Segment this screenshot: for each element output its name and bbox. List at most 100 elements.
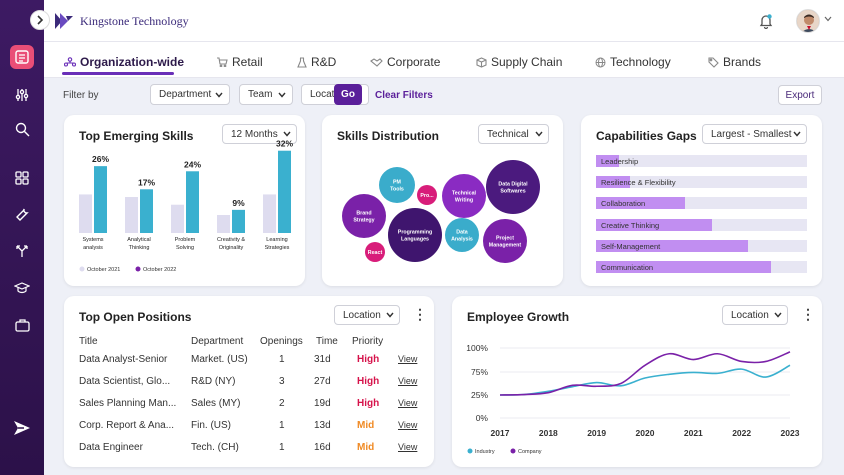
skill-type-dropdown[interactable]: Technical [478, 124, 549, 144]
tab-brands[interactable]: Brands [708, 55, 761, 69]
bar-2021[interactable] [217, 215, 230, 233]
bar-2021[interactable] [79, 194, 92, 233]
view-link[interactable]: View [398, 376, 418, 386]
bar-2022[interactable] [94, 166, 107, 233]
user-avatar[interactable] [796, 9, 820, 33]
skill-bubble[interactable] [445, 218, 479, 252]
skill-bubble[interactable] [486, 160, 540, 214]
sidebar-toggle-button[interactable] [30, 10, 50, 30]
active-tab-indicator [62, 72, 174, 75]
skill-bubble[interactable] [379, 167, 415, 203]
wrench-icon[interactable] [10, 202, 34, 226]
series-line-company[interactable] [499, 351, 791, 396]
positions-location-dropdown[interactable]: Location [334, 305, 400, 325]
graduation-cap-icon[interactable] [10, 276, 34, 300]
sort-dropdown[interactable]: Largest - Smallest [702, 124, 807, 144]
go-button[interactable]: Go [334, 84, 362, 105]
bubble-label: Data [456, 230, 468, 236]
skill-bubble[interactable] [483, 219, 527, 263]
legend-swatch-company [510, 448, 516, 454]
gap-bar[interactable]: Leadership [596, 155, 807, 167]
chevron-down-icon [774, 312, 782, 318]
view-link[interactable]: View [398, 442, 418, 452]
cell-time: 27d [314, 376, 331, 387]
view-link[interactable]: View [398, 354, 418, 364]
tab-corporate[interactable]: Corporate [370, 55, 440, 69]
team-dropdown[interactable]: Team [239, 84, 293, 105]
sliders-icon[interactable] [10, 83, 34, 107]
gap-bar[interactable]: Collaboration [596, 197, 807, 209]
bar-2021[interactable] [263, 194, 276, 233]
skill-bubble[interactable] [365, 242, 385, 262]
sidebar [0, 0, 44, 475]
bubble-label: Languages [401, 237, 429, 243]
series-line-industry[interactable] [499, 364, 791, 396]
department-dropdown[interactable]: Department [150, 84, 230, 105]
top-emerging-skills-card: Top Emerging Skills 12 Months 26% Systems… [64, 115, 305, 286]
flask-icon [297, 56, 307, 68]
legend-label: October 2022 [143, 267, 176, 273]
cell-openings: 1 [279, 354, 285, 365]
gap-bar[interactable]: Communication [596, 261, 807, 273]
logo-icon [55, 13, 73, 29]
bubble-label: React [368, 250, 383, 256]
column-header: Openings [260, 336, 303, 347]
column-header: Title [79, 336, 98, 347]
category-label: Originality [219, 245, 244, 251]
search-icon[interactable] [10, 117, 34, 141]
emerging-skills-chart: 26% Systems analysis 17% Analytical Thinking 2… [79, 139, 293, 273]
category-label: Creativity & [217, 237, 245, 243]
column-header: Time [316, 336, 338, 347]
brand-logo[interactable]: Kingstone Technology [54, 12, 189, 30]
tab-supply-chain[interactable]: Supply Chain [476, 55, 562, 69]
chevron-down-icon [283, 131, 291, 137]
bubble-label: Softwares [500, 189, 525, 195]
tab-technology[interactable]: Technology [595, 55, 671, 69]
chevron-down-icon[interactable] [824, 14, 832, 24]
cell-time: 13d [314, 420, 331, 431]
more-options-icon[interactable]: ⋮ [413, 306, 427, 322]
bar-2022[interactable] [186, 171, 199, 233]
cell-openings: 1 [279, 420, 285, 431]
growth-location-dropdown[interactable]: Location [722, 305, 788, 325]
data-label: 17% [138, 177, 155, 187]
gap-bar[interactable]: Resilience & Flexibility [596, 176, 807, 188]
gap-bar[interactable]: Creative Thinking [596, 219, 807, 231]
bar-2022[interactable] [140, 189, 153, 233]
bubble-label: Brand [356, 211, 371, 217]
tab-retail[interactable]: Retail [216, 55, 263, 69]
skill-bubble[interactable] [342, 194, 386, 238]
more-options-icon[interactable]: ⋮ [801, 306, 815, 322]
grid-icon[interactable] [10, 166, 34, 190]
bar-2021[interactable] [171, 204, 184, 233]
department-value: Department [159, 89, 212, 100]
bubble-label: Management [489, 243, 522, 249]
tab-label: Brands [723, 55, 762, 69]
clear-filters-link[interactable]: Clear Filters [375, 90, 433, 101]
bar-2021[interactable] [125, 197, 138, 233]
legend-swatch-2021 [79, 266, 85, 272]
skill-bubble[interactable] [388, 208, 442, 262]
bubble-label: Pro... [420, 193, 434, 199]
priority-badge: High [357, 354, 380, 365]
x-tick-label: 2020 [636, 428, 655, 438]
view-link[interactable]: View [398, 398, 418, 408]
split-icon[interactable] [10, 239, 34, 263]
bar-2022[interactable] [278, 150, 291, 233]
gap-bar-fill [596, 219, 713, 231]
skill-bubble[interactable] [417, 185, 437, 205]
dashboard-icon[interactable] [10, 45, 34, 69]
export-button[interactable]: Export [778, 85, 822, 105]
view-link[interactable]: View [398, 420, 418, 430]
tab-organization-wide[interactable]: Organization-wide [64, 55, 184, 69]
briefcase-icon[interactable] [10, 313, 34, 337]
gap-bar[interactable]: Self-Management [596, 240, 807, 252]
gap-label: Resilience & Flexibility [601, 178, 676, 187]
tab-rd[interactable]: R&D [297, 55, 336, 69]
notification-bell-icon[interactable] [758, 13, 774, 34]
bar-2022[interactable] [232, 209, 245, 233]
period-dropdown[interactable]: 12 Months [222, 124, 297, 144]
bubble-label: Technical [452, 191, 477, 197]
skill-bubble[interactable] [442, 174, 486, 218]
location-value: Location [310, 89, 348, 100]
